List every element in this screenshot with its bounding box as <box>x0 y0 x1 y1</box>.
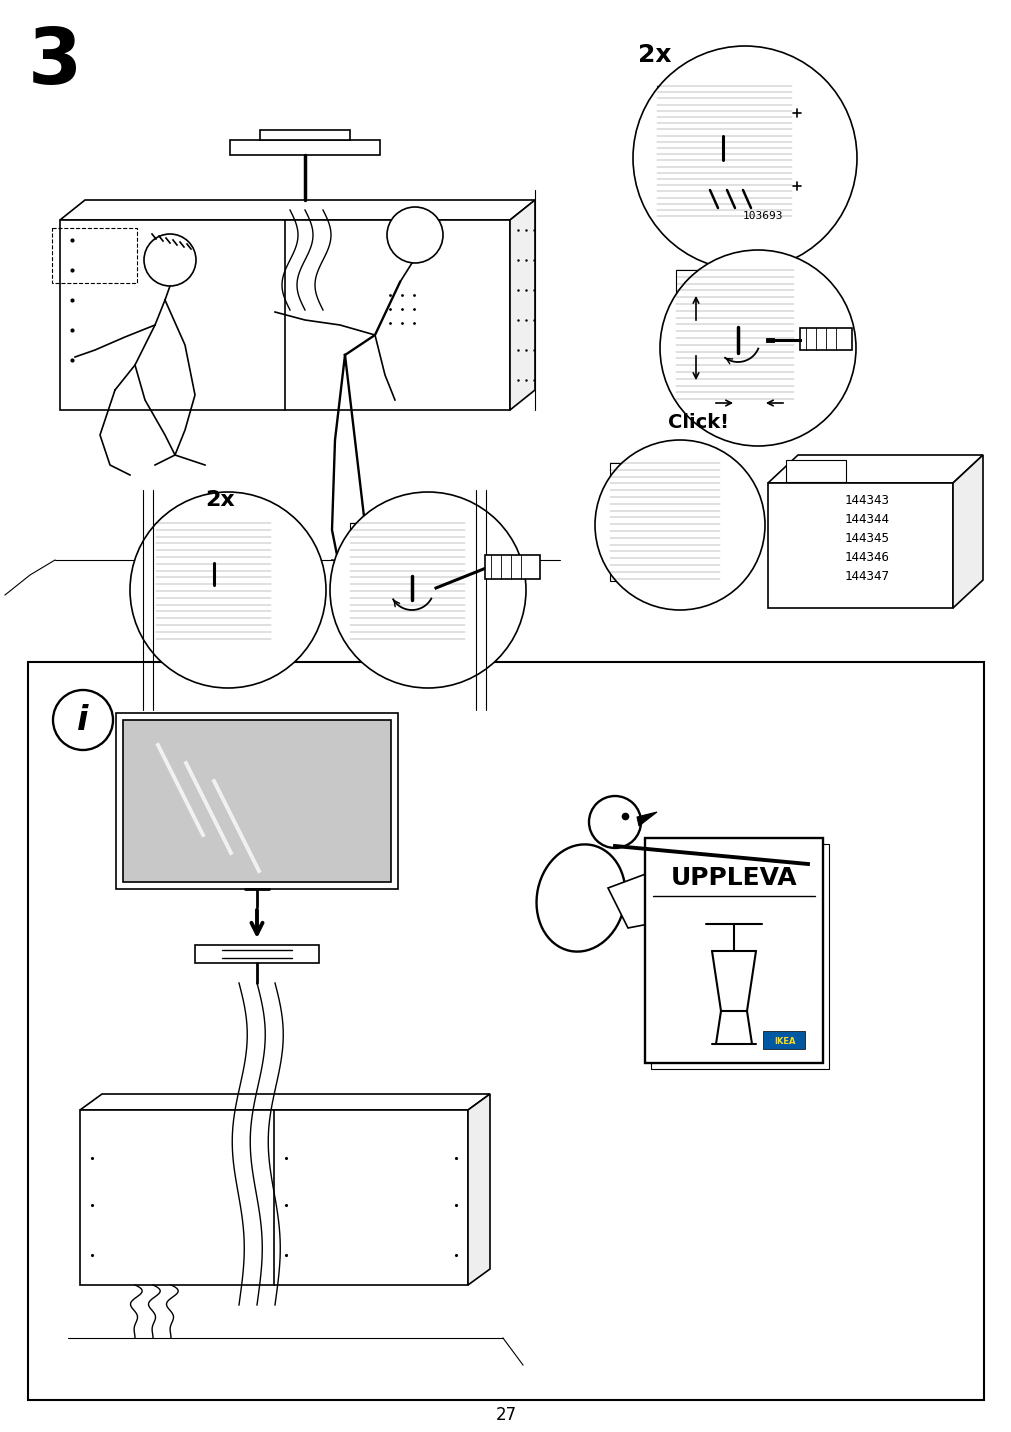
Bar <box>195 945 318 962</box>
Text: i: i <box>77 703 89 736</box>
Bar <box>656 86 792 218</box>
Bar <box>767 483 952 609</box>
Polygon shape <box>467 1094 489 1285</box>
Ellipse shape <box>536 845 625 952</box>
Polygon shape <box>80 1094 489 1110</box>
Circle shape <box>789 178 804 193</box>
Bar <box>786 460 845 483</box>
Circle shape <box>386 208 443 263</box>
Circle shape <box>632 46 856 271</box>
Circle shape <box>129 493 326 687</box>
Circle shape <box>721 324 753 357</box>
Bar <box>610 463 719 581</box>
Bar <box>156 523 271 642</box>
Text: 27: 27 <box>495 1406 516 1423</box>
Circle shape <box>144 233 196 286</box>
Bar <box>60 221 510 410</box>
Circle shape <box>753 129 792 168</box>
Text: 103693: 103693 <box>742 211 783 221</box>
Circle shape <box>659 251 855 445</box>
Text: 144344: 144344 <box>844 513 889 526</box>
Circle shape <box>594 440 764 610</box>
Bar <box>180 536 258 634</box>
Bar <box>52 228 136 284</box>
Circle shape <box>588 796 640 848</box>
Bar <box>123 720 390 882</box>
Circle shape <box>397 574 426 601</box>
Text: UPPLEVA: UPPLEVA <box>670 866 797 891</box>
Circle shape <box>700 125 745 170</box>
Circle shape <box>761 137 784 159</box>
Text: 144346: 144346 <box>844 550 889 564</box>
Text: 2x: 2x <box>637 43 671 67</box>
Polygon shape <box>60 200 535 221</box>
Bar <box>690 100 785 205</box>
Bar <box>28 662 983 1400</box>
Bar <box>634 475 705 573</box>
Bar <box>484 554 540 579</box>
Text: 144345: 144345 <box>844 531 889 544</box>
Bar <box>376 536 454 634</box>
Bar <box>675 271 794 402</box>
Circle shape <box>709 135 736 162</box>
Bar <box>706 286 773 394</box>
Bar <box>116 713 397 889</box>
Circle shape <box>653 505 681 534</box>
Polygon shape <box>636 812 656 826</box>
Circle shape <box>225 596 262 632</box>
Circle shape <box>234 604 254 624</box>
Polygon shape <box>767 455 982 483</box>
Circle shape <box>201 561 226 587</box>
Bar <box>260 130 350 140</box>
Bar <box>80 1110 467 1285</box>
Bar <box>229 140 379 155</box>
Circle shape <box>789 105 804 120</box>
Text: 2x: 2x <box>205 490 235 510</box>
Polygon shape <box>608 872 670 928</box>
Bar <box>762 1031 804 1050</box>
Text: IKEA: IKEA <box>773 1038 795 1047</box>
Bar <box>350 523 464 642</box>
Bar <box>644 838 822 1063</box>
Polygon shape <box>952 455 982 609</box>
Circle shape <box>53 690 113 750</box>
Text: 144343: 144343 <box>844 494 889 507</box>
Circle shape <box>193 553 235 596</box>
Text: 144347: 144347 <box>844 570 889 583</box>
Text: Click!: Click! <box>667 412 728 431</box>
Polygon shape <box>510 200 535 410</box>
Text: 3: 3 <box>28 24 82 100</box>
Circle shape <box>388 566 435 611</box>
Bar <box>650 843 828 1070</box>
Bar <box>800 328 851 349</box>
Circle shape <box>330 493 526 687</box>
Circle shape <box>645 498 690 541</box>
Circle shape <box>713 315 762 365</box>
